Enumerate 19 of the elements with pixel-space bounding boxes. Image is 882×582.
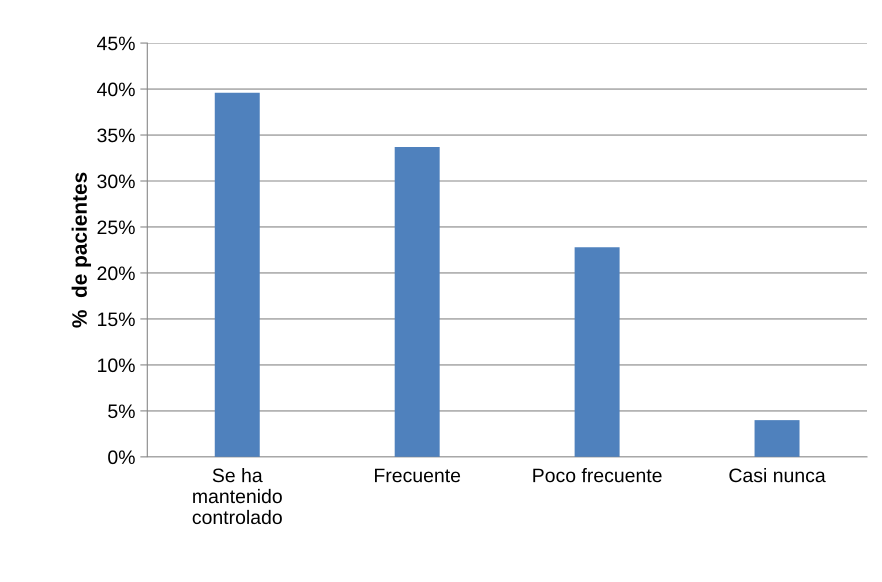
y-tick-label: 10% xyxy=(98,358,135,372)
bar xyxy=(754,420,800,457)
y-tick-label: 0% xyxy=(108,450,135,464)
y-tick-label: 35% xyxy=(97,128,135,142)
x-tick-label: Poco frecuente xyxy=(533,468,662,482)
y-axis-title: % de pacientes xyxy=(72,172,92,328)
x-tick-label: Se ha mantenido controlado xyxy=(192,468,282,524)
y-tick-label: 45% xyxy=(97,36,135,50)
y-tick-label: 25% xyxy=(98,220,135,234)
y-tick-label: 15% xyxy=(98,312,135,326)
x-tick-label: Frecuente xyxy=(375,468,460,482)
x-tick-label: Casi nunca xyxy=(729,468,826,482)
y-tick-label: 40% xyxy=(97,82,135,96)
bar xyxy=(574,247,620,457)
y-tick-label: 30% xyxy=(97,174,135,188)
bar xyxy=(214,92,260,457)
bar xyxy=(394,146,440,457)
y-tick-label: 20% xyxy=(98,266,135,280)
y-tick-label: 5% xyxy=(108,404,135,418)
